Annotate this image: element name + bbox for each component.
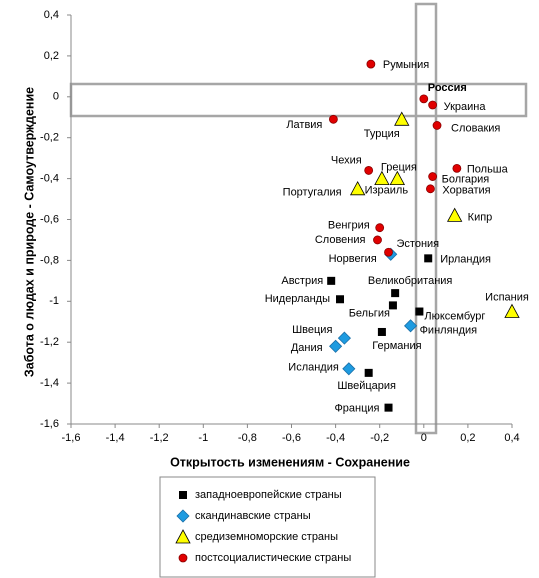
- point: [419, 94, 429, 104]
- point-label: Латвия: [286, 119, 322, 131]
- y-tick-label: -1,6: [40, 418, 59, 430]
- point-label: Польша: [467, 163, 509, 175]
- highlight-column: [414, 2, 438, 435]
- point: [336, 295, 345, 304]
- point: [366, 59, 376, 69]
- point: [388, 301, 397, 310]
- y-axis-title: Забота о людах и природе - Самоутвержден…: [22, 87, 36, 377]
- legend-label: скандинавские страны: [195, 510, 311, 522]
- point-label: Дания: [291, 342, 323, 354]
- point-label: Швеция: [292, 324, 332, 336]
- legend-label: западноевропейские страны: [195, 489, 342, 501]
- point: [377, 327, 386, 336]
- point: [432, 121, 442, 130]
- point: [426, 184, 435, 194]
- x-tick-label: -0,2: [370, 432, 389, 444]
- point-label: Эстония: [397, 238, 440, 250]
- point-label: Франция: [334, 403, 379, 415]
- point-label: Испания: [485, 291, 529, 303]
- point: [342, 362, 356, 376]
- point-label: Швейцария: [337, 380, 396, 392]
- point: [447, 207, 463, 222]
- point: [452, 163, 462, 173]
- point-label: Нидерланды: [265, 293, 330, 305]
- x-tick-label: -1,2: [150, 432, 169, 444]
- point-label: Бельгия: [349, 307, 390, 319]
- legend-marker: [179, 491, 187, 499]
- legend-marker: [178, 553, 188, 563]
- point-label: Кипр: [468, 211, 493, 223]
- point-label: Украина: [444, 101, 487, 113]
- point-label: Болгария: [442, 173, 490, 185]
- y-tick-label: -0,4: [40, 173, 59, 185]
- y-tick-label: -0,2: [40, 132, 59, 144]
- point-label: Румыния: [383, 59, 429, 71]
- point: [394, 111, 410, 126]
- point: [337, 331, 351, 345]
- point: [404, 319, 418, 333]
- point: [428, 172, 438, 181]
- point-label: Великобритания: [368, 275, 453, 287]
- point: [349, 180, 366, 196]
- legend-marker: [176, 509, 190, 523]
- x-tick-label: -1,6: [62, 432, 81, 444]
- point: [373, 235, 382, 245]
- point: [384, 247, 393, 257]
- point-label: Хорватия: [442, 185, 490, 197]
- point-label: Чехия: [331, 154, 362, 166]
- point-label: Исландия: [288, 362, 339, 374]
- legend-label: постсоциалистические страны: [195, 552, 351, 564]
- y-tick-label: 0,2: [44, 50, 59, 62]
- y-tick-label: 0: [53, 91, 59, 103]
- point-label: Португалия: [283, 187, 342, 199]
- y-tick-label: 0,4: [44, 9, 59, 21]
- point-label: Люксембург: [424, 310, 485, 322]
- point-label: Греция: [381, 162, 417, 174]
- point-label: Турция: [364, 128, 400, 140]
- y-tick-label: -0,6: [40, 213, 59, 225]
- point: [329, 339, 343, 353]
- point: [328, 114, 338, 124]
- point: [327, 276, 336, 285]
- point-label: Израиль: [365, 185, 409, 197]
- point-label: Словакия: [451, 122, 500, 134]
- point-label: Венгрия: [328, 220, 370, 232]
- y-tick-label: -1: [49, 295, 59, 307]
- point: [375, 223, 385, 233]
- y-tick-label: -0,8: [40, 254, 59, 266]
- point: [415, 307, 424, 316]
- y-tick-label: -1,4: [40, 377, 59, 389]
- point: [364, 166, 374, 175]
- point-label: Россия: [428, 82, 467, 94]
- point-label: Германия: [372, 340, 421, 352]
- point-label: Словения: [315, 234, 366, 246]
- legend: [159, 476, 376, 578]
- point-label: Ирландия: [440, 253, 491, 265]
- x-tick-label: 0,2: [460, 432, 475, 444]
- point: [428, 100, 438, 110]
- point: [374, 170, 390, 186]
- point: [389, 170, 406, 186]
- x-tick-label: -0,8: [238, 432, 257, 444]
- x-tick-label: -1: [198, 432, 208, 444]
- point-label: Норвегия: [329, 253, 377, 265]
- x-tick-label: 0,4: [504, 432, 519, 444]
- point: [364, 368, 373, 377]
- legend-marker: [175, 529, 191, 544]
- point: [384, 403, 393, 412]
- legend-label: средиземноморские страны: [195, 531, 338, 543]
- point: [424, 254, 433, 263]
- x-tick-label: 0: [421, 432, 427, 444]
- x-tick-label: -0,4: [326, 432, 345, 444]
- point: [391, 289, 400, 298]
- x-axis-title: Открытость изменениям - Сохранение: [170, 455, 410, 469]
- x-tick-label: -0,6: [282, 432, 301, 444]
- point: [504, 303, 520, 318]
- y-tick-label: -1,2: [40, 336, 59, 348]
- point-label: Финляндия: [420, 325, 478, 337]
- x-tick-label: -1,4: [106, 432, 125, 444]
- point-label: Австрия: [281, 275, 323, 287]
